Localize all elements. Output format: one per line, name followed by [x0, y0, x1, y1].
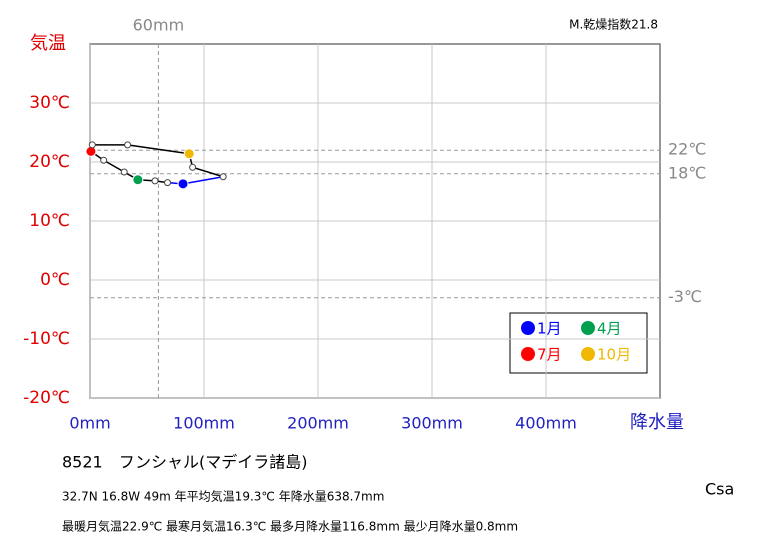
info-line: 最暖月気温22.9℃ 最寒月気温16.3℃ 最多月降水量116.8mm 最少月降…: [62, 519, 518, 534]
legend-marker: [521, 347, 535, 361]
y-tick-label: 30℃: [29, 93, 70, 113]
month-point: [120, 168, 128, 176]
legend-label: 1月: [537, 320, 562, 338]
month-point: [88, 141, 96, 149]
segment: [192, 166, 224, 178]
month-point: [183, 148, 195, 160]
reference-label: -3℃: [668, 287, 702, 306]
x-axis-label: 降水量: [630, 412, 684, 433]
x-tick-label: 400mm: [515, 414, 577, 433]
month-point: [164, 179, 172, 187]
month-point: [124, 141, 132, 149]
month-point: [219, 173, 227, 181]
segment: [103, 159, 125, 173]
x-tick-label: 300mm: [401, 414, 463, 433]
station-title: 8521 フンシャル(マデイラ諸島): [62, 453, 308, 472]
y-tick-label: 0℃: [40, 270, 70, 290]
y-tick-label: 10℃: [29, 211, 70, 231]
x-tick-label: 200mm: [287, 414, 349, 433]
segment: [127, 144, 190, 155]
legend-label: 7月: [537, 346, 562, 364]
segment: [182, 176, 224, 185]
y-axis-label: 気温: [30, 33, 66, 54]
x-tick-label: 0mm: [69, 414, 110, 433]
legend-marker: [581, 347, 595, 361]
reference-label: 60mm: [133, 16, 185, 35]
legend-label: 10月: [597, 346, 631, 364]
y-tick-label: -10℃: [23, 329, 70, 349]
legend-marker: [581, 321, 595, 335]
x-tick-label: 100mm: [173, 414, 235, 433]
info-line: 32.7N 16.8W 49m 年平均気温19.3℃ 年降水量638.7mm: [62, 489, 384, 504]
month-point: [151, 177, 159, 185]
month-point: [177, 178, 189, 190]
month-point: [132, 174, 144, 186]
y-tick-label: -20℃: [23, 388, 70, 408]
legend-marker: [521, 321, 535, 335]
reference-label: 18℃: [668, 163, 706, 182]
month-point: [100, 156, 108, 164]
legend-label: 4月: [597, 320, 622, 338]
climate-class: Csa: [705, 480, 734, 499]
dryness-index: M.乾燥指数21.8: [569, 17, 658, 32]
month-point: [189, 163, 197, 171]
reference-label: 22℃: [668, 140, 706, 159]
y-tick-label: 20℃: [29, 152, 70, 172]
